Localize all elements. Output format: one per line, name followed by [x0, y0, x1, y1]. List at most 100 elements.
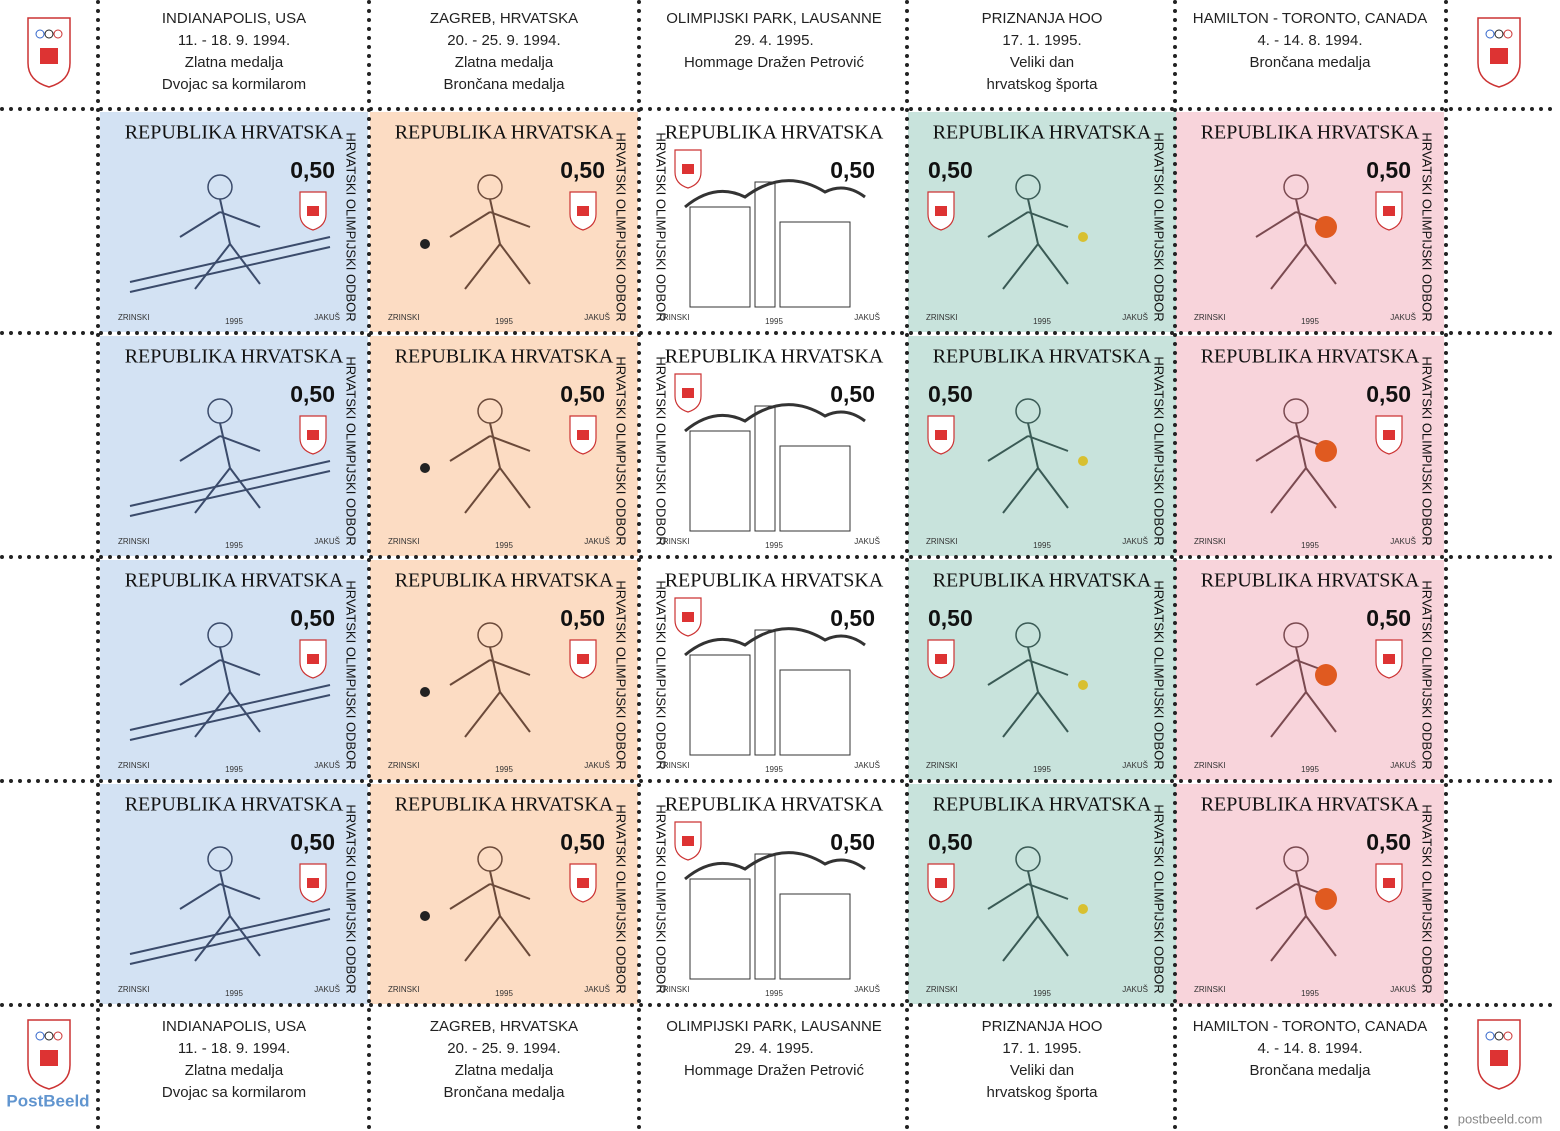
stamp-designer: ZRINSKI — [926, 313, 958, 322]
building — [689, 206, 751, 308]
stamp-year: 1995 — [225, 765, 243, 774]
trees — [684, 179, 866, 209]
ball — [1078, 456, 1088, 466]
stamp: REPUBLIKA HRVATSKA 0,50 HRVATSKI OLIMPIJSK… — [370, 560, 638, 780]
building — [754, 405, 776, 532]
stamp-side-text: HRVATSKI OLIMPIJSKI ODBOR — [344, 356, 359, 545]
label-line: Brončana medalja — [1250, 1062, 1372, 1079]
label-line: PRIZNANJA HOO — [982, 10, 1103, 27]
stamp: REPUBLIKA HRVATSKA 0,50 HRVATSKI OLIMPIJSK… — [100, 560, 368, 780]
emblem-check — [1383, 206, 1395, 216]
stamp-designer: ZRINSKI — [926, 537, 958, 546]
emblem-check — [307, 654, 319, 664]
emblem-check — [682, 612, 694, 622]
stamp-engraver: JAKUŠ — [584, 761, 610, 770]
stamp-value: 0,50 — [560, 829, 605, 855]
stamp-country: REPUBLIKA HRVATSKA — [125, 122, 344, 144]
stamp-engraver: JAKUŠ — [314, 761, 340, 770]
stamp-designer: ZRINSKI — [118, 761, 150, 770]
stamp-year: 1995 — [1033, 989, 1051, 998]
label-line: Veliki dan — [1010, 1062, 1074, 1079]
label-line: 20. - 25. 9. 1994. — [447, 1040, 560, 1057]
logo-ring — [1503, 1031, 1513, 1041]
label-line: 17. 1. 1995. — [1002, 1040, 1081, 1057]
stamp: REPUBLIKA HRVATSKA 0,50 HRVATSKI OLIMPIJSK… — [370, 784, 638, 1004]
stamp: REPUBLIKA HRVATSKA 0,50 HRVATSKI OLIMPIJSK… — [1176, 560, 1444, 780]
stamp: REPUBLIKA HRVATSKA 0,50 HRVATSKI OLIMPIJSK… — [908, 784, 1176, 1004]
emblem-check — [1383, 878, 1395, 888]
emblem-check — [307, 878, 319, 888]
stamp-background — [1176, 112, 1444, 332]
stamp-country: REPUBLIKA HRVATSKA — [395, 570, 614, 592]
stamp-side-text: HRVATSKI OLIMPIJSKI ODBOR — [1152, 132, 1167, 321]
emblem-check — [577, 878, 589, 888]
stamp-engraver: JAKUŠ — [584, 537, 610, 546]
stamp-value: 0,50 — [830, 157, 875, 183]
stamp-engraver: JAKUŠ — [1390, 537, 1416, 546]
emblem-check — [935, 878, 947, 888]
label-line: 4. - 14. 8. 1994. — [1257, 1040, 1362, 1057]
logo-check — [40, 48, 58, 64]
label-line: Dvojac sa kormilarom — [162, 1084, 306, 1101]
stamp: REPUBLIKA HRVATSKA 0,50 HRVATSKI OLIMPIJSK… — [100, 784, 368, 1004]
figure-body — [449, 870, 531, 962]
stamp-year: 1995 — [1301, 989, 1319, 998]
figure-body — [449, 422, 531, 514]
label-line: Veliki dan — [1010, 54, 1074, 71]
emblem-check — [1383, 654, 1395, 664]
figure-body — [1255, 870, 1337, 962]
stamp-year: 1995 — [1301, 765, 1319, 774]
stamp-background — [100, 112, 368, 332]
emblem-check — [307, 206, 319, 216]
logo-ring — [1503, 29, 1513, 39]
stamp-side-text: HRVATSKI OLIMPIJSKI ODBOR — [1420, 804, 1435, 993]
stamp-background — [370, 336, 638, 556]
stamp-side-text: HRVATSKI OLIMPIJSKI ODBOR — [614, 356, 629, 545]
label-line: Zlatna medalja — [185, 1062, 284, 1079]
building — [779, 669, 851, 756]
stamp-country: REPUBLIKA HRVATSKA — [1201, 122, 1420, 144]
emblem-check — [682, 836, 694, 846]
logo-check — [1490, 1050, 1508, 1066]
label-line: Zlatna medalja — [455, 1062, 554, 1079]
label-line: Zlatna medalja — [185, 54, 284, 71]
label-line: 20. - 25. 9. 1994. — [447, 32, 560, 49]
building — [779, 445, 851, 532]
stamp-designer: ZRINSKI — [1194, 761, 1226, 770]
stamp-country: REPUBLIKA HRVATSKA — [665, 570, 884, 592]
stamp-background — [100, 336, 368, 556]
stamp-country: REPUBLIKA HRVATSKA — [1201, 346, 1420, 368]
building — [779, 221, 851, 308]
trees — [684, 627, 866, 657]
ball — [420, 911, 430, 921]
ball — [420, 239, 430, 249]
stamp-background — [640, 112, 908, 332]
label-line: Brončana medalja — [1250, 54, 1372, 71]
emblem-check — [935, 654, 947, 664]
emblem-check — [577, 206, 589, 216]
label-line: 4. - 14. 8. 1994. — [1257, 32, 1362, 49]
stamp: REPUBLIKA HRVATSKA 0,50 HRVATSKI OLIMPIJSK… — [640, 784, 908, 1004]
corner-logos — [27, 17, 1521, 1090]
figure-body — [449, 198, 531, 290]
stamp-year: 1995 — [225, 541, 243, 550]
stamp-value: 0,50 — [928, 381, 973, 407]
stamp-background — [370, 784, 638, 1004]
stamp-designer: ZRINSKI — [926, 985, 958, 994]
stamp-year: 1995 — [225, 989, 243, 998]
logo-ring — [1485, 1031, 1495, 1041]
stamp-year: 1995 — [1301, 317, 1319, 326]
stamp-background — [1176, 784, 1444, 1004]
stamp-background — [370, 112, 638, 332]
emblem-check — [935, 430, 947, 440]
stamp-engraver: JAKUŠ — [854, 537, 880, 546]
label-line: Brončana medalja — [444, 76, 566, 93]
stamp-designer: ZRINSKI — [118, 985, 150, 994]
stamp-year: 1995 — [765, 989, 783, 998]
stamp: REPUBLIKA HRVATSKA 0,50 HRVATSKI OLIMPIJSK… — [100, 112, 368, 332]
stamp-designer: ZRINSKI — [926, 761, 958, 770]
emblem-check — [577, 430, 589, 440]
stamp-country: REPUBLIKA HRVATSKA — [933, 794, 1152, 816]
watermark: PostBeeld — [6, 1091, 89, 1110]
boat — [129, 236, 331, 293]
